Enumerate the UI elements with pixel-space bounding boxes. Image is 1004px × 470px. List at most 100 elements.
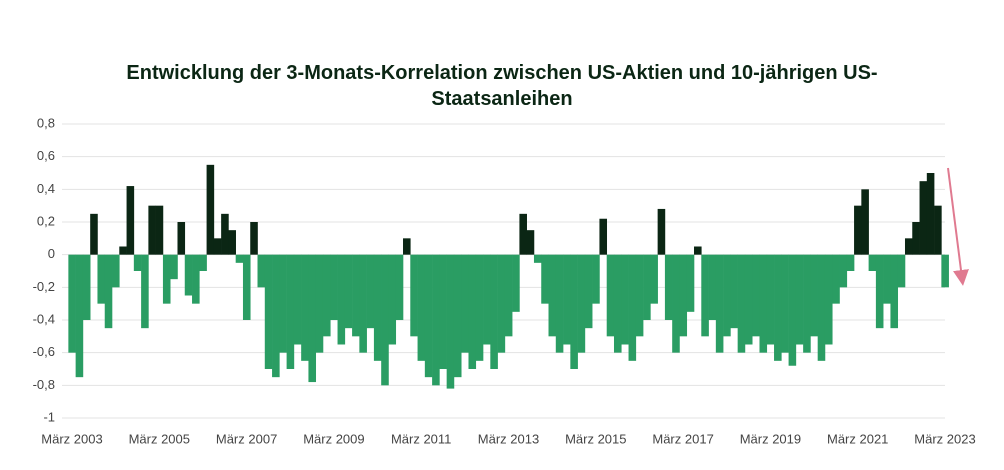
bar [453,254,462,378]
bar [257,254,266,288]
bar [97,254,106,304]
bar [584,254,593,329]
bar [832,254,840,304]
bar [155,205,164,255]
x-tick-label: März 2023 [914,431,975,446]
bar [708,254,717,320]
bar [606,254,615,337]
bar [315,254,324,353]
bar [926,173,935,255]
bar [90,213,98,255]
bar [526,230,535,255]
bar [162,254,171,304]
bar [446,254,455,389]
bar [424,254,433,378]
bar [774,254,782,361]
bar [759,254,768,353]
x-tick-label: März 2017 [652,431,713,446]
x-tick-label: März 2009 [303,431,364,446]
bar [883,254,891,304]
bar [519,213,527,255]
bar [875,254,884,329]
bar [766,254,775,345]
bar [184,254,193,296]
bar [112,254,120,288]
bar [490,254,498,369]
bar [170,254,178,280]
bar [504,254,513,337]
bar [403,238,411,255]
bar [483,254,491,345]
y-tick-label: 0,2 [37,213,55,228]
bar [715,254,724,353]
bar [126,186,135,255]
y-tick-label: -0,2 [33,279,55,294]
bar [643,254,651,320]
bar [824,254,833,345]
bar [366,254,375,329]
bar [133,254,142,271]
bar [221,213,229,255]
bar [359,254,367,353]
bar [213,238,222,255]
bar [817,254,826,361]
bar [563,254,571,345]
bar [308,254,317,383]
bar [657,208,666,255]
bar [322,254,331,337]
bar [854,205,862,255]
bar [912,222,920,255]
bar [373,254,382,361]
bar [432,254,440,386]
bar [279,254,287,353]
bar [286,254,295,369]
bar [701,254,709,337]
bar [592,254,600,304]
x-tick-label: März 2013 [478,431,539,446]
bar [337,254,346,345]
bar [723,254,731,337]
bar [330,254,338,320]
y-tick-label: 0 [48,246,55,261]
x-tick-label: März 2005 [129,431,190,446]
bar [206,164,215,255]
y-tick-label: -1 [43,409,55,424]
arrow [947,167,969,286]
bar [803,254,811,353]
bar [628,254,637,361]
bar [381,254,389,386]
bar [752,254,760,337]
bar [694,246,702,255]
bar [417,254,426,361]
bar [497,254,506,353]
bar [344,254,353,329]
bar [475,254,484,361]
bar [737,254,746,353]
bar [679,254,688,337]
bar [650,254,658,304]
bar [570,254,578,369]
bar [788,254,797,366]
x-tick-label: März 2019 [740,431,801,446]
bar [199,254,207,271]
bar [846,254,855,271]
bar [730,254,738,329]
bar [941,254,949,288]
bar [250,222,258,255]
bar [577,254,586,353]
bar [533,254,542,263]
bar [272,254,280,378]
bar [635,254,644,337]
bar [897,254,906,288]
chart-title: Entwicklung der 3-Monats-Korrelation zwi… [126,62,878,110]
bar [235,254,244,263]
y-tick-label: -0,4 [33,311,55,326]
y-tick-label: -0,8 [33,377,55,392]
bar [890,254,899,329]
bar [868,254,877,271]
bar [148,205,156,255]
y-tick-label: -0,6 [33,344,55,359]
bar [613,254,622,353]
bar [192,254,200,304]
